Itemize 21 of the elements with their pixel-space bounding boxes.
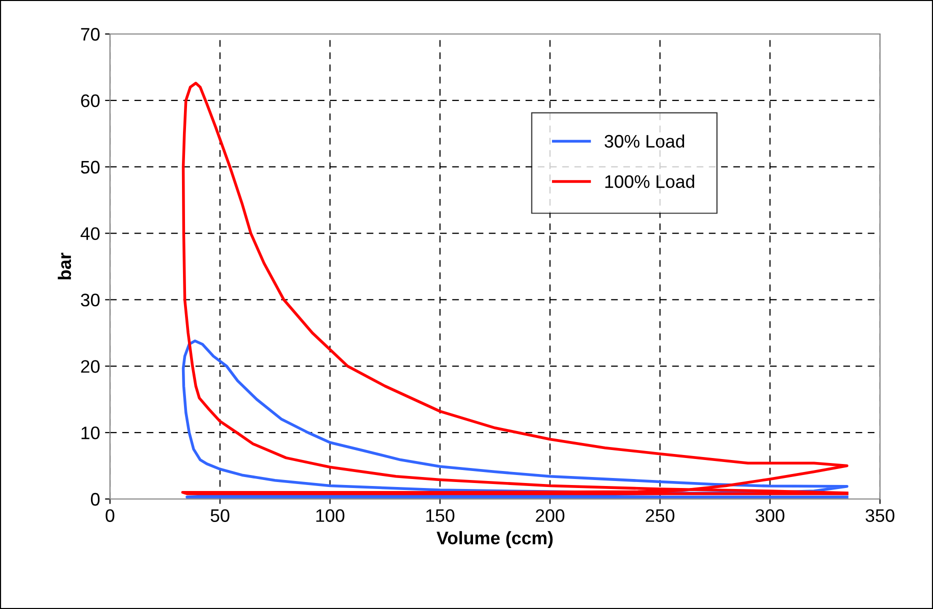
x-axis-title: Volume (ccm) [436,531,553,548]
y-tick-label: 40 [80,227,100,240]
legend-label: 30% Load [604,134,684,148]
legend-label: 100% Load [605,174,694,188]
y-tick-label: 10 [82,426,100,440]
x-tick-label: 150 [426,509,454,522]
y-tick-label: 30 [80,294,100,306]
x-tick-label: 300 [756,509,784,522]
x-tick-label: 250 [646,509,674,522]
y-tick-label: 70 [81,28,100,41]
x-tick-label: 100 [316,509,344,522]
y-tick-label: 0 [90,492,100,506]
x-tick-label: 50 [210,509,230,522]
x-tick-label: 200 [536,509,564,522]
y-tick-label: 20 [81,360,100,373]
y-axis-title: bar [58,252,72,280]
y-tick-label: 50 [80,160,100,174]
x-tick-label: 0 [106,509,114,522]
line-series [181,82,848,496]
x-tick-label: 350 [866,509,894,522]
y-tick-label: 60 [81,94,100,108]
